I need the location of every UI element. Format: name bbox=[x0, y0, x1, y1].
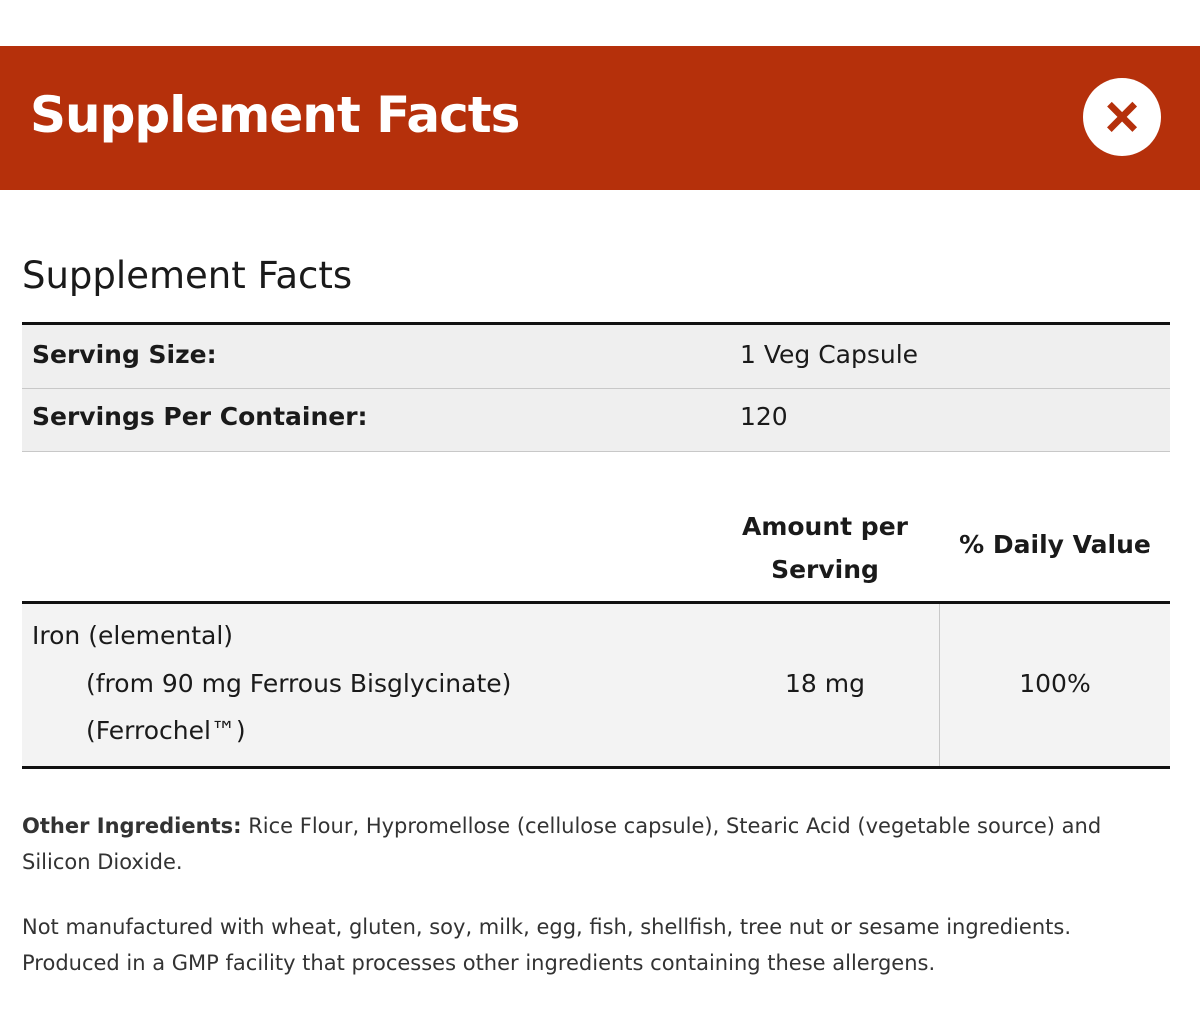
row-bg bbox=[22, 604, 1170, 766]
rule bbox=[22, 388, 1170, 389]
nutrient-name: Iron (elemental) bbox=[32, 621, 234, 650]
rule bbox=[22, 322, 1170, 325]
column-header: Amount per Serving bbox=[741, 512, 908, 584]
column-rule bbox=[939, 604, 940, 766]
modal-title: Supplement Facts bbox=[30, 86, 520, 144]
other-ingredients-label: Other Ingredients: bbox=[22, 814, 242, 838]
other-ingredients-text: Rice Flour, Hypromellose (cellulose caps… bbox=[22, 814, 1102, 874]
serving-label: Serving Size: bbox=[32, 340, 217, 369]
nutrient-source: (from 90 mg Ferrous Bisglycinate) bbox=[86, 669, 512, 698]
modal-header: Supplement Facts × bbox=[0, 46, 1200, 190]
rule bbox=[22, 451, 1170, 452]
nutrient-brand: (Ferrochel™) bbox=[86, 716, 246, 745]
row-bg bbox=[22, 325, 1170, 388]
close-button[interactable]: × bbox=[1083, 78, 1161, 156]
rule bbox=[22, 766, 1170, 769]
allergen-note: Produced in a GMP facility that processe… bbox=[22, 951, 936, 975]
column-header: % Daily Value bbox=[959, 530, 1151, 559]
nutrient-amount: 18 mg bbox=[785, 669, 865, 698]
serving-value: 120 bbox=[740, 402, 788, 431]
panel-heading: Supplement Facts bbox=[22, 254, 353, 297]
other-ingredients: Other Ingredients: Rice Flour, Hypromell… bbox=[22, 808, 1172, 880]
serving-label: Servings Per Container: bbox=[32, 402, 368, 431]
nutrient-daily-value: 100% bbox=[1019, 669, 1091, 698]
rule bbox=[22, 601, 1170, 604]
row-bg bbox=[22, 389, 1170, 451]
serving-value: 1 Veg Capsule bbox=[740, 340, 919, 369]
allergen-note: Not manufactured with wheat, gluten, soy… bbox=[22, 915, 1072, 939]
